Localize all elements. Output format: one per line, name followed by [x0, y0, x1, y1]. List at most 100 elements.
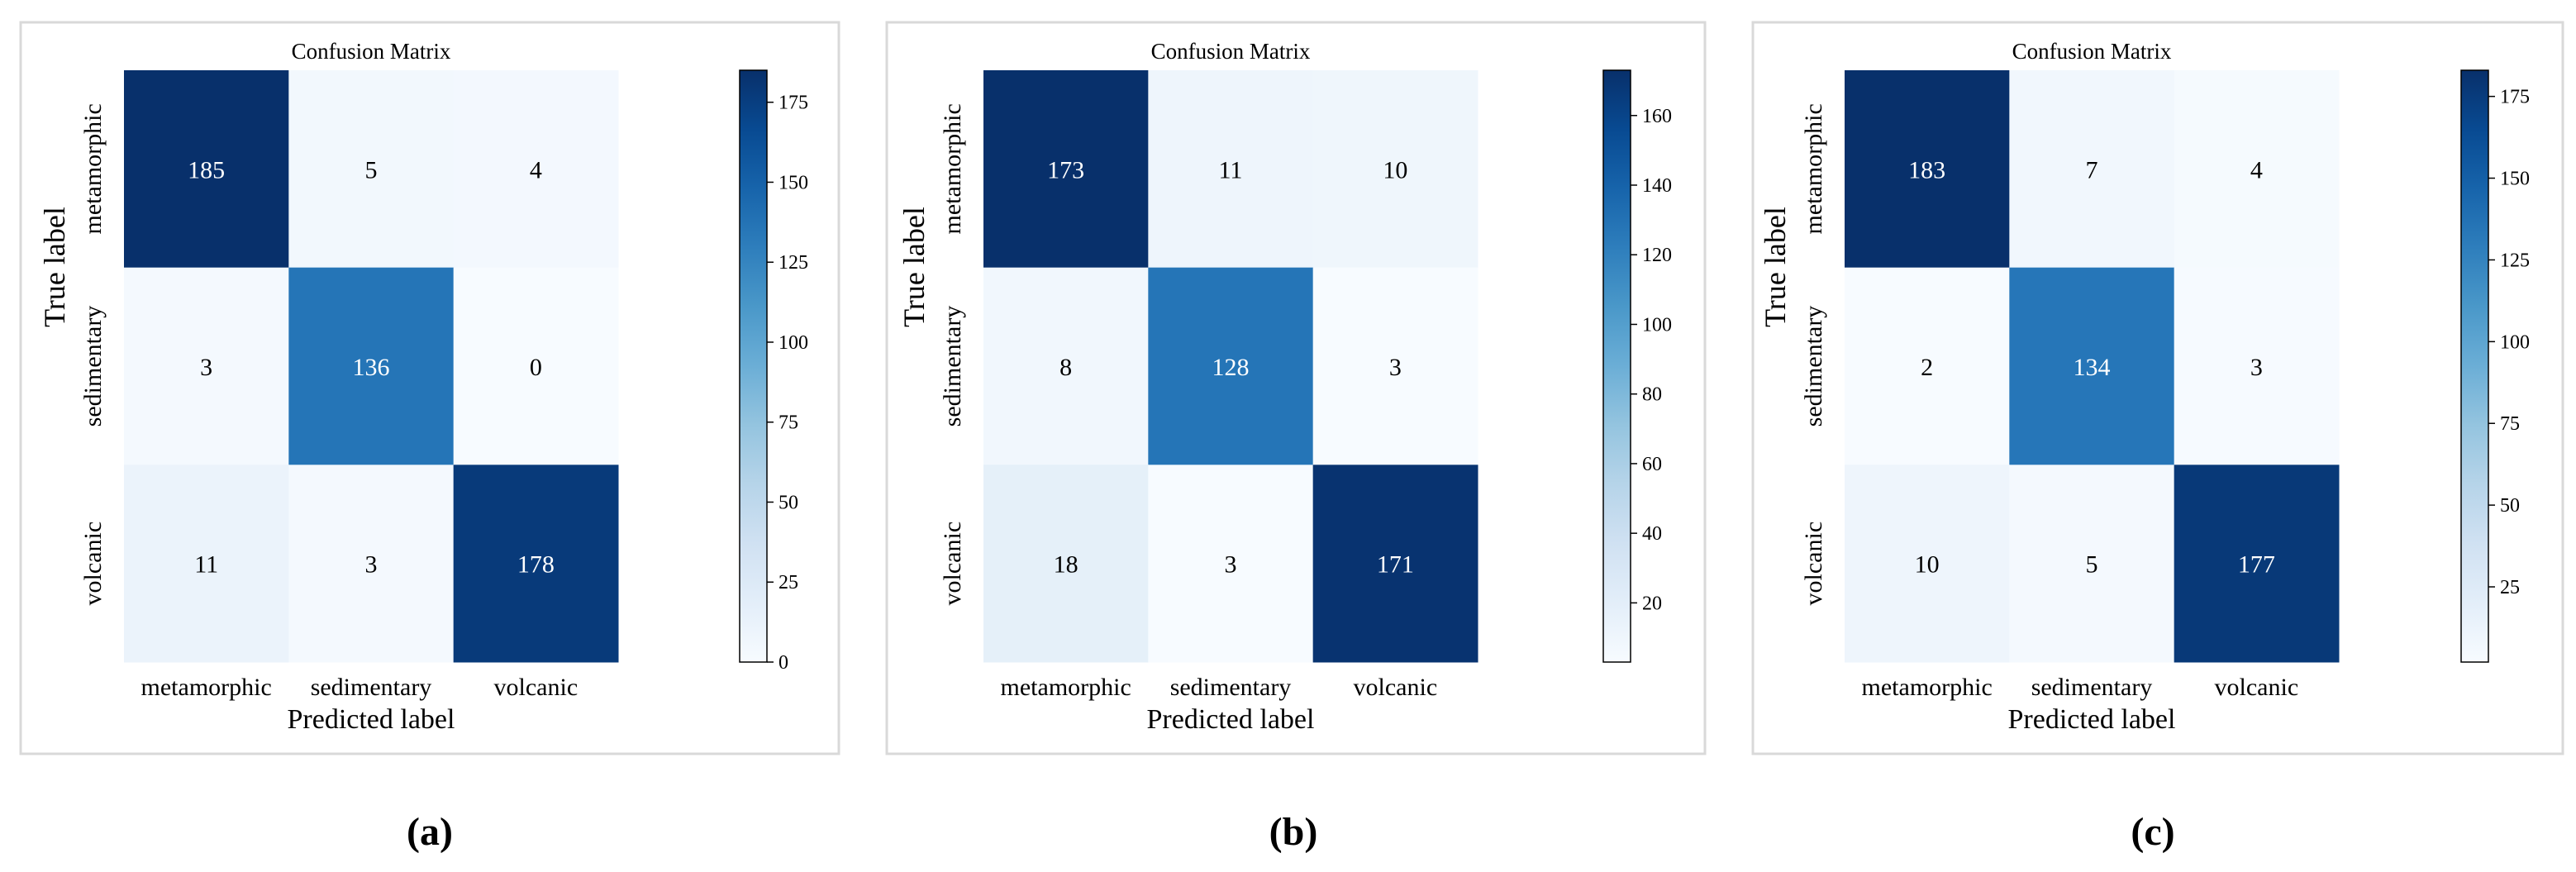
cell-value: 177 [2238, 551, 2275, 579]
cell-value: 8 [1059, 354, 1072, 381]
colorbar-tick-label: 75 [779, 412, 798, 434]
x-tick-label: sedimentary [2031, 674, 2153, 701]
y-tick-label: volcanic [1800, 522, 1827, 606]
y-tick-label: volcanic [939, 522, 966, 606]
cell-value: 183 [1908, 156, 1945, 183]
y-axis-label: True label [1759, 207, 1792, 327]
y-axis-label: True label [898, 207, 931, 327]
x-tick-label: sedimentary [1170, 674, 1292, 701]
colorbar-tick-label: 140 [1642, 175, 1672, 197]
chart-title: Confusion Matrix [292, 39, 451, 64]
cell-value: 11 [194, 551, 218, 579]
heatmap-cell [2009, 70, 2175, 269]
cell-value: 3 [2250, 354, 2263, 381]
x-axis-label: Predicted label [2008, 704, 2176, 735]
heatmap-cell [1148, 70, 1314, 269]
heatmap-cell [453, 267, 619, 465]
x-tick-label: metamorphic [1001, 674, 1131, 701]
colorbar-tick-label: 25 [2500, 577, 2520, 598]
heatmap-cell [124, 465, 289, 663]
heatmap-cell [1312, 70, 1478, 269]
y-tick-label: volcanic [79, 522, 107, 606]
chart-title: Confusion Matrix [1151, 39, 1311, 64]
heatmap-cell [1312, 267, 1478, 465]
y-tick-label: sedimentary [79, 306, 107, 427]
colorbar-tick-label: 150 [2500, 169, 2530, 190]
cell-value: 136 [353, 354, 390, 381]
cell-value: 2 [1921, 354, 1933, 381]
colorbar-tick-label: 120 [1642, 245, 1672, 266]
colorbar-tick-label: 60 [1642, 454, 1662, 475]
colorbar-tick-label: 160 [1642, 106, 1672, 127]
heatmap-cell [2174, 70, 2340, 269]
cell-value: 134 [2074, 354, 2111, 381]
cell-value: 5 [2086, 551, 2098, 579]
chart-panel-1: Confusion Matrix 185 5 4 3 136 0 11 3 178 metamorp… [19, 21, 840, 854]
colorbar-tick-label: 125 [779, 252, 808, 274]
colorbar-tick-label: 0 [779, 652, 788, 674]
y-axis-label: True label [38, 207, 71, 327]
chart-panel-2: Confusion Matrix 173 11 10 8 128 3 18 3 171 metamo… [885, 21, 1707, 854]
y-tick-label: sedimentary [1800, 306, 1827, 427]
heatmap-cell [453, 465, 619, 663]
chart-title: Confusion Matrix [2012, 39, 2172, 64]
x-tick-label: volcanic [494, 674, 579, 701]
heatmap-cell [2009, 267, 2175, 465]
cell-value: 128 [1212, 354, 1250, 381]
colorbar-tick-label: 125 [2500, 250, 2530, 271]
heatmap-cell [2174, 267, 2340, 465]
heatmap-cell [983, 70, 1149, 269]
colorbar [2460, 69, 2489, 663]
colorbar-tick-label: 50 [2500, 495, 2520, 517]
heatmap-cell [124, 267, 289, 465]
colorbar-tick-label: 25 [779, 572, 798, 593]
cell-value: 4 [530, 156, 542, 183]
cell-value: 0 [530, 354, 542, 381]
x-axis-label: Predicted label [1147, 704, 1315, 735]
y-tick-label: metamorphic [939, 103, 966, 234]
heatmap-cell [983, 267, 1149, 465]
y-tick-label: metamorphic [79, 103, 107, 234]
y-tick-label: sedimentary [939, 306, 966, 427]
colorbar [739, 69, 768, 663]
colorbar-tick-label: 100 [1642, 314, 1672, 336]
x-axis-label: Predicted label [288, 704, 455, 735]
cell-value: 10 [1383, 156, 1407, 183]
cell-value: 3 [365, 551, 378, 579]
heatmap-cell [1148, 465, 1314, 663]
panel-label: (a) [407, 810, 453, 854]
heatmap-cell [288, 70, 455, 269]
heatmap-cell [1845, 267, 2010, 465]
x-tick-label: metamorphic [1862, 674, 1993, 701]
colorbar-tick-label: 50 [779, 492, 798, 513]
panel-label: (c) [2131, 810, 2174, 854]
colorbar-tick-label: 40 [1642, 523, 1662, 545]
chart-panel-3: Confusion Matrix 183 7 4 2 134 3 10 5 177 metamorp… [1751, 21, 2564, 854]
cell-value: 18 [1054, 551, 1078, 579]
x-tick-label: volcanic [1354, 674, 1438, 701]
cell-value: 3 [200, 354, 212, 381]
heatmap-cell [1148, 267, 1314, 465]
heatmap-cell [288, 465, 455, 663]
cell-value: 3 [1389, 354, 1402, 381]
colorbar-tick-label: 80 [1642, 384, 1662, 406]
heatmap-cell [288, 267, 455, 465]
colorbar-tick-label: 100 [2500, 331, 2530, 353]
colorbar-tick-label: 175 [779, 93, 808, 114]
heatmap-cell [2174, 465, 2340, 663]
cell-value: 173 [1047, 156, 1084, 183]
cell-value: 4 [2250, 156, 2263, 183]
heatmap-cell [1845, 465, 2010, 663]
heatmap-cell [1312, 465, 1478, 663]
cell-value: 3 [1225, 551, 1237, 579]
cell-value: 5 [365, 156, 378, 183]
x-tick-label: metamorphic [141, 674, 272, 701]
heatmap-cell [983, 465, 1149, 663]
heatmap-cell [2009, 465, 2175, 663]
cell-value: 171 [1377, 551, 1414, 579]
cell-value: 10 [1915, 551, 1940, 579]
colorbar [1602, 69, 1631, 663]
y-tick-label: metamorphic [1800, 103, 1827, 234]
cell-value: 178 [517, 551, 555, 579]
